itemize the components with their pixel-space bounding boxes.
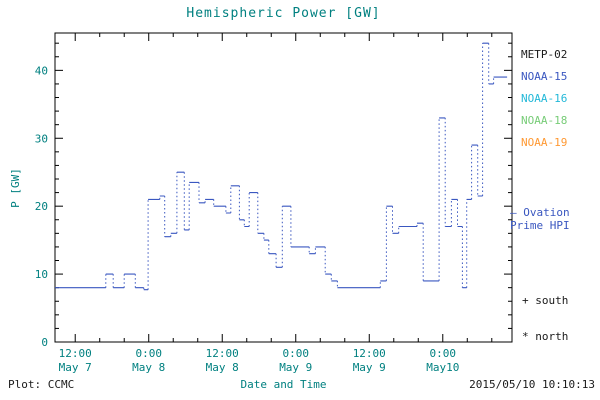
chart-title: Hemispheric Power [GW] <box>186 6 381 21</box>
hpi-line-vertical-segments <box>105 43 495 290</box>
svg-text:20: 20 <box>35 200 48 213</box>
legend-item-noaa-15: NOAA-15 <box>521 70 568 83</box>
plot-credit: Plot: CCMC <box>8 378 75 391</box>
legend-item-noaa-18: NOAA-18 <box>521 114 568 127</box>
svg-text:May 8: May 8 <box>132 361 165 374</box>
svg-text:0:00: 0:00 <box>135 347 162 360</box>
svg-text:May 7: May 7 <box>59 361 92 374</box>
south-marker-label: + south <box>522 294 569 307</box>
hpi-line-horizontal-segments <box>55 42 508 291</box>
legend-item-noaa-19: NOAA-19 <box>521 136 568 149</box>
ovation-prime-label: — Ovation Prime HPI <box>510 206 600 232</box>
svg-text:May10: May10 <box>426 361 459 374</box>
hpi-step-line <box>55 42 508 291</box>
svg-text:40: 40 <box>35 64 48 77</box>
svg-text:May 9: May 9 <box>353 361 386 374</box>
svg-text:12:00: 12:00 <box>59 347 92 360</box>
legend-item-metp-02: METP-02 <box>521 48 568 61</box>
y-axis-ticks <box>55 42 512 343</box>
svg-text:12:00: 12:00 <box>353 347 386 360</box>
north-marker-label: * north <box>522 330 569 343</box>
ovation-prime-line1: — Ovation <box>510 206 570 219</box>
svg-text:10: 10 <box>35 268 48 281</box>
legend-item-noaa-16: NOAA-16 <box>521 92 568 105</box>
svg-text:12:00: 12:00 <box>206 347 239 360</box>
svg-text:0: 0 <box>41 336 48 349</box>
svg-text:May 8: May 8 <box>206 361 239 374</box>
plot-frame <box>54 32 513 343</box>
y-tick-labels: 0 10 20 30 40 <box>35 64 48 349</box>
svg-text:May 9: May 9 <box>279 361 312 374</box>
svg-text:30: 30 <box>35 132 48 145</box>
ovation-prime-line2: Prime HPI <box>510 219 570 232</box>
timestamp: 2015/05/10 10:10:13 <box>469 378 595 391</box>
svg-text:0:00: 0:00 <box>283 347 310 360</box>
x-axis-label: Date and Time <box>240 378 327 391</box>
x-axis-ticks <box>74 33 493 342</box>
svg-text:0:00: 0:00 <box>430 347 457 360</box>
legend: METP-02 NOAA-15 NOAA-16 NOAA-18 NOAA-19 <box>521 44 567 154</box>
